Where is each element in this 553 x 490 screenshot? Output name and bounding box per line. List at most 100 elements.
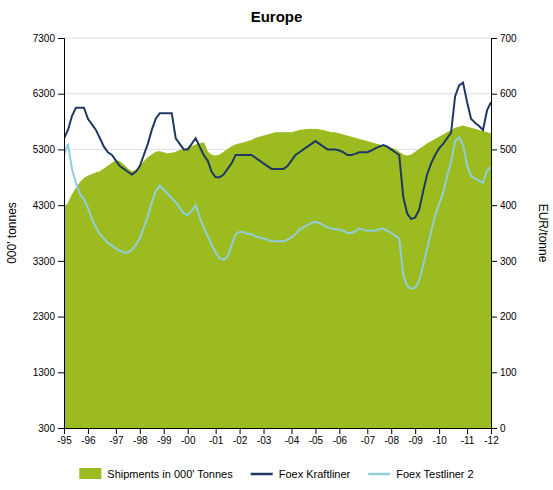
tick: -01	[209, 428, 224, 446]
tick-label: 5300	[33, 144, 56, 155]
tick-label: 6300	[33, 88, 56, 99]
tick-mark	[216, 428, 217, 434]
tick: 400	[491, 200, 517, 211]
tick-label: 300	[38, 423, 55, 434]
tick-mark	[467, 428, 468, 434]
tick-mark	[58, 205, 64, 206]
legend-label: Shipments in 000' Tonnes	[107, 468, 233, 480]
tick-mark	[240, 428, 241, 434]
tick-label: -01	[209, 435, 224, 446]
tick: -11	[461, 428, 475, 446]
tick: -97	[109, 428, 124, 446]
tick-mark	[58, 149, 64, 150]
tick-label: -02	[233, 435, 248, 446]
legend-swatch	[368, 473, 390, 476]
tick-mark	[315, 428, 316, 434]
marks	[64, 83, 491, 428]
tick: 100	[491, 367, 517, 378]
tick-label: -06	[333, 435, 348, 446]
tick-mark	[188, 428, 189, 434]
tick: -96	[81, 428, 96, 446]
tick-mark	[58, 372, 64, 373]
legend-item: Shipments in 000' Tonnes	[79, 468, 233, 480]
tick-mark	[491, 149, 497, 150]
tick-label: 7300	[33, 33, 56, 44]
tick-label: -11	[461, 435, 475, 446]
axis-line	[58, 39, 65, 429]
legend-swatch	[79, 468, 101, 479]
tick-label: -04	[285, 435, 300, 446]
tick-mark	[58, 317, 64, 318]
tick-label: 4300	[33, 200, 56, 211]
y-axis-title: 000' tonnes	[5, 202, 19, 264]
tick: -00	[181, 428, 196, 446]
tick-label: -07	[361, 435, 376, 446]
tick: -02	[233, 428, 248, 446]
tick: -99	[157, 428, 172, 446]
tick-mark	[140, 428, 141, 434]
chart-title: Europe	[251, 8, 303, 25]
legend-item: Foex Kraftliner	[251, 468, 351, 480]
tick-label: -96	[81, 435, 96, 446]
tick-mark	[491, 372, 497, 373]
tick: 700	[491, 33, 517, 44]
tick-label: -98	[133, 435, 148, 446]
tick: 0	[491, 423, 506, 434]
tick: 3300	[33, 256, 64, 267]
tick: -98	[133, 428, 148, 446]
tick: 1300	[33, 367, 64, 378]
tick-label: -97	[109, 435, 124, 446]
x-axis: -95-96-97-98-99-00-01-02-03-04-05-06-07-…	[57, 428, 499, 446]
tick-mark	[491, 261, 497, 262]
tick-label: -00	[181, 435, 196, 446]
tick-label: 1300	[33, 367, 56, 378]
tick-label: 400	[500, 200, 517, 211]
tick: 300	[491, 256, 517, 267]
tick-label: -03	[257, 435, 272, 446]
legend-item: Foex Testliner 2	[368, 468, 473, 480]
legend-label: Foex Kraftliner	[279, 468, 351, 480]
legend-label: Foex Testliner 2	[396, 468, 473, 480]
tick-label: 3300	[33, 256, 56, 267]
tick: -03	[257, 428, 272, 446]
tick-mark	[491, 317, 497, 318]
axis-line	[492, 39, 498, 429]
tick-mark	[58, 38, 64, 39]
tick-label: 300	[500, 256, 517, 267]
tick: 2300	[33, 311, 64, 322]
tick: -09	[408, 428, 423, 446]
y-axis: 300 1300 2300 3300 4300 5300 6300 7300	[33, 33, 65, 434]
tick-mark	[58, 428, 64, 429]
tick-mark	[264, 428, 265, 434]
tick: 600	[491, 88, 517, 99]
plot-area: 3001300230033004300530063007300010020030…	[33, 33, 517, 446]
legend-swatch	[251, 473, 273, 476]
line	[64, 137, 491, 289]
y2-axis-title: EUR/tonne	[536, 204, 550, 263]
chart: Europe 300 1300 2300 3300 4300 5300 6300 7300 0 10…	[0, 0, 553, 490]
tick-label: -99	[157, 435, 172, 446]
tick: -95	[57, 428, 72, 446]
tick-mark	[116, 428, 117, 434]
tick: -10	[432, 428, 447, 446]
tick-mark	[491, 38, 497, 39]
tick-mark	[491, 94, 497, 95]
y2-axis: 0100200300400500600700	[491, 33, 517, 434]
grid	[64, 38, 491, 428]
tick-mark	[491, 428, 492, 434]
tick-mark	[58, 261, 64, 262]
tick: -04	[285, 428, 300, 446]
tick: -08	[385, 428, 400, 446]
tick: 6300	[33, 88, 64, 99]
tick: 300	[38, 423, 64, 434]
tick-label: 100	[500, 367, 517, 378]
tick-label: 500	[500, 144, 517, 155]
tick-mark	[439, 428, 440, 434]
tick-label: -05	[309, 435, 324, 446]
tick-label: -08	[385, 435, 400, 446]
legend: Shipments in 000' Tonnes Foex Kraftliner F…	[79, 468, 473, 480]
tick: 4300	[33, 200, 64, 211]
tick: 5300	[33, 144, 64, 155]
tick: 7300	[33, 33, 64, 44]
grid-line	[64, 38, 491, 39]
